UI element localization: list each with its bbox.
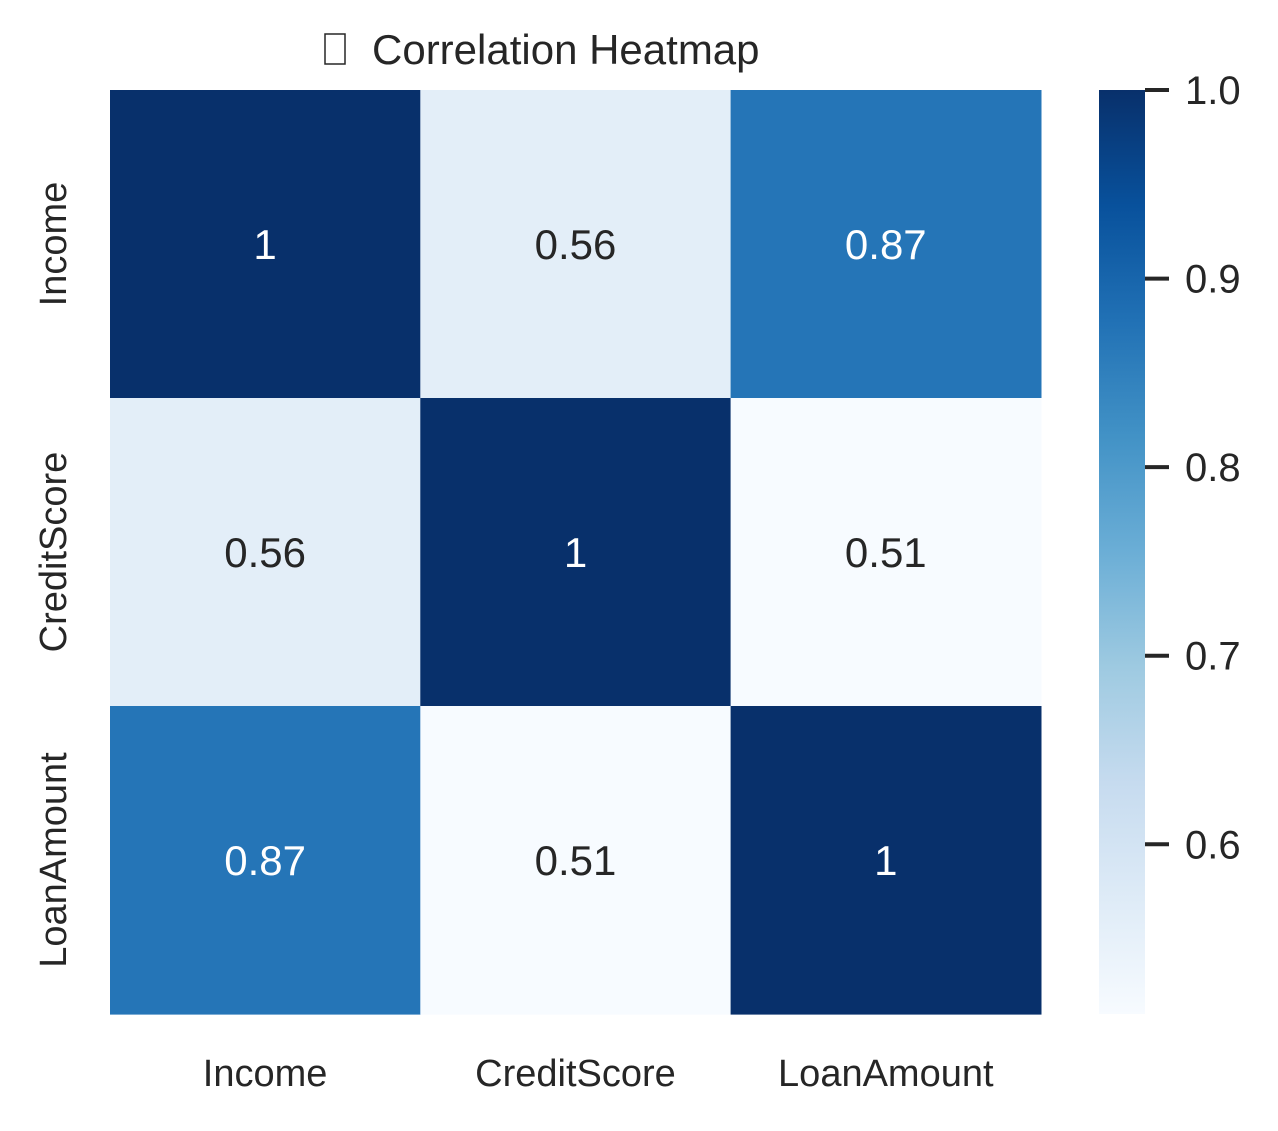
colorbar-tick-label: 0.8 bbox=[1185, 446, 1241, 490]
chart-title-group: Correlation Heatmap bbox=[324, 26, 760, 73]
chart-title: Correlation Heatmap bbox=[372, 26, 760, 73]
heatmap-cell bbox=[420, 706, 732, 1015]
x-tick-label: CreditScore bbox=[475, 1053, 676, 1095]
heatmap-cells bbox=[110, 90, 1042, 1015]
colorbar-tick-label: 0.9 bbox=[1185, 258, 1241, 302]
x-tick-label: LoanAmount bbox=[778, 1053, 994, 1095]
heatmap-cell-label: 0.87 bbox=[224, 837, 306, 884]
heatmap-cell-label: 0.51 bbox=[845, 529, 927, 576]
x-tick-label: Income bbox=[203, 1053, 328, 1095]
heatmap-cell bbox=[730, 90, 1042, 399]
y-tick-label: LoanAmount bbox=[33, 752, 75, 968]
heatmap-cell bbox=[420, 90, 732, 399]
colorbar-tick-label: 0.7 bbox=[1185, 635, 1241, 679]
heatmap-cell bbox=[110, 90, 421, 399]
y-tick-label: Income bbox=[33, 182, 75, 307]
heatmap-cell-label: 0.56 bbox=[224, 529, 306, 576]
heatmap-cell bbox=[420, 398, 732, 707]
colorbar-gradient bbox=[1099, 90, 1145, 1014]
heatmap-cell-label: 1 bbox=[253, 221, 276, 268]
colorbar-ticks: 0.6 0.7 0.8 0.9 1.0 bbox=[1145, 69, 1241, 867]
heatmap-cell-label: 0.56 bbox=[535, 221, 617, 268]
heatmap-cell bbox=[110, 706, 421, 1015]
heatmap-cell bbox=[730, 398, 1042, 707]
chart-icon bbox=[324, 33, 346, 65]
y-tick-label: CreditScore bbox=[33, 452, 75, 653]
heatmap-cell-label: 1 bbox=[874, 837, 897, 884]
y-axis-tick-labels: Income CreditScore LoanAmount bbox=[33, 182, 75, 968]
heatmap-cell-label: 0.51 bbox=[535, 837, 617, 884]
heatmap-cell bbox=[110, 398, 421, 707]
heatmap-cell-label: 1 bbox=[564, 529, 587, 576]
colorbar-tick-label: 1.0 bbox=[1185, 69, 1241, 113]
colorbar-tick-label: 0.6 bbox=[1185, 823, 1241, 867]
heatmap-cell-labels: 1 0.56 0.87 0.56 1 0.51 0.87 0.51 1 bbox=[224, 221, 926, 884]
colorbar: 0.6 0.7 0.8 0.9 1.0 bbox=[1099, 69, 1241, 1014]
heatmap-cell bbox=[730, 706, 1042, 1015]
x-axis-tick-labels: Income CreditScore LoanAmount bbox=[203, 1053, 994, 1095]
heatmap-cell-label: 0.87 bbox=[845, 221, 927, 268]
